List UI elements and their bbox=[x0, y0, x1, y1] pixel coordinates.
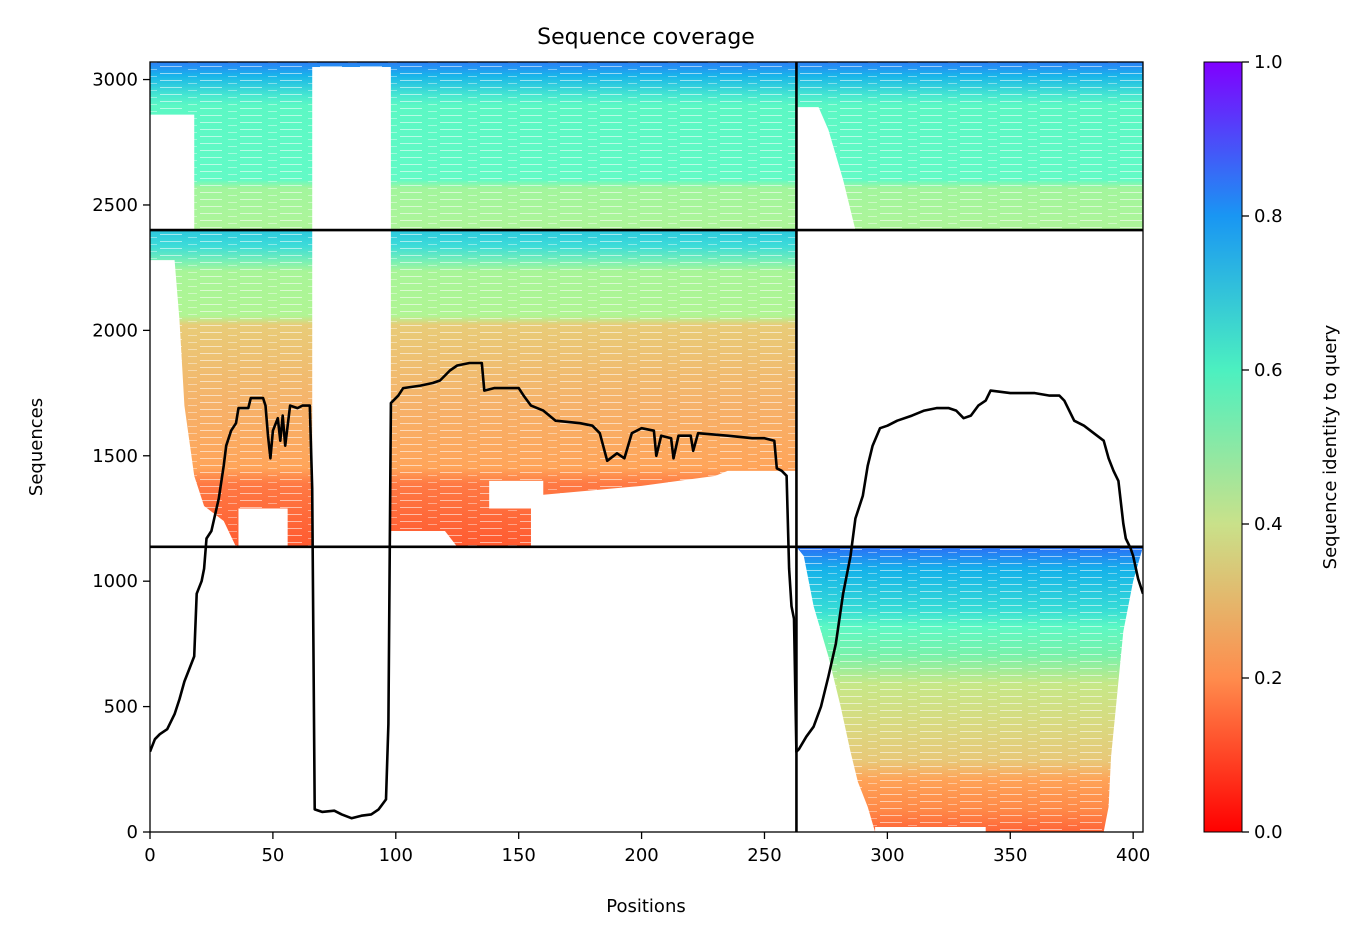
y-tick-label: 1000 bbox=[92, 571, 138, 592]
x-tick-label: 250 bbox=[747, 845, 781, 866]
x-tick-label: 300 bbox=[870, 845, 904, 866]
coverage-line bbox=[150, 361, 1143, 820]
y-axis-ticks: 0 500 1000 1500 2000 2500 3000 bbox=[92, 70, 150, 843]
y-tick-label: 1500 bbox=[92, 446, 138, 467]
y-axis-label: Sequences bbox=[26, 398, 47, 496]
x-tick-label: 50 bbox=[261, 845, 284, 866]
gap-region bbox=[489, 480, 544, 509]
x-tick-label: 0 bbox=[144, 845, 155, 866]
y-tick-label: 3000 bbox=[92, 70, 138, 91]
x-axis-ticks: 0 50 100 150 200 250 300 350 400 bbox=[144, 832, 1150, 866]
y-tick-label: 2000 bbox=[92, 320, 138, 341]
colorbar-label: Sequence identity to query bbox=[1320, 324, 1341, 569]
colorbar-tick-label: 0.2 bbox=[1254, 668, 1283, 689]
colorbar-tick-label: 0.8 bbox=[1254, 206, 1283, 227]
coverage-block-texture bbox=[796, 62, 1143, 231]
x-tick-label: 200 bbox=[624, 845, 658, 866]
coverage-blocks bbox=[150, 62, 1143, 832]
coverage-block-texture bbox=[150, 62, 797, 231]
gap-region bbox=[238, 508, 288, 547]
gap-region bbox=[150, 260, 237, 547]
gap-region bbox=[875, 826, 986, 832]
gap-region bbox=[796, 107, 856, 231]
gap-region bbox=[150, 114, 195, 231]
gap-region bbox=[390, 531, 458, 547]
x-axis-label: Positions bbox=[606, 896, 685, 917]
plot-area bbox=[150, 62, 1143, 832]
chart-title: Sequence coverage bbox=[537, 25, 755, 50]
x-tick-label: 150 bbox=[502, 845, 536, 866]
colorbar-tick-label: 0.0 bbox=[1254, 822, 1283, 843]
y-tick-label: 500 bbox=[104, 697, 138, 718]
y-tick-label: 0 bbox=[127, 822, 138, 843]
gap-region bbox=[312, 230, 391, 547]
plot-frame bbox=[149, 61, 1144, 833]
gap-region bbox=[1103, 546, 1143, 832]
x-tick-label: 350 bbox=[993, 845, 1027, 866]
colorbar-tick-label: 0.4 bbox=[1254, 514, 1283, 535]
colorbar bbox=[1203, 61, 1243, 833]
x-tick-label: 400 bbox=[1116, 845, 1150, 866]
colorbar-tick-label: 1.0 bbox=[1254, 52, 1283, 73]
gap-cutouts bbox=[150, 67, 1143, 832]
x-tick-label: 100 bbox=[379, 845, 413, 866]
colorbar-tick-label: 0.6 bbox=[1254, 360, 1283, 381]
gap-region bbox=[796, 546, 876, 832]
colorbar-ticks: 0.0 0.2 0.4 0.6 0.8 1.0 bbox=[1242, 52, 1283, 843]
gap-region bbox=[312, 67, 391, 231]
gap-region bbox=[530, 470, 797, 547]
y-tick-label: 2500 bbox=[92, 195, 138, 216]
